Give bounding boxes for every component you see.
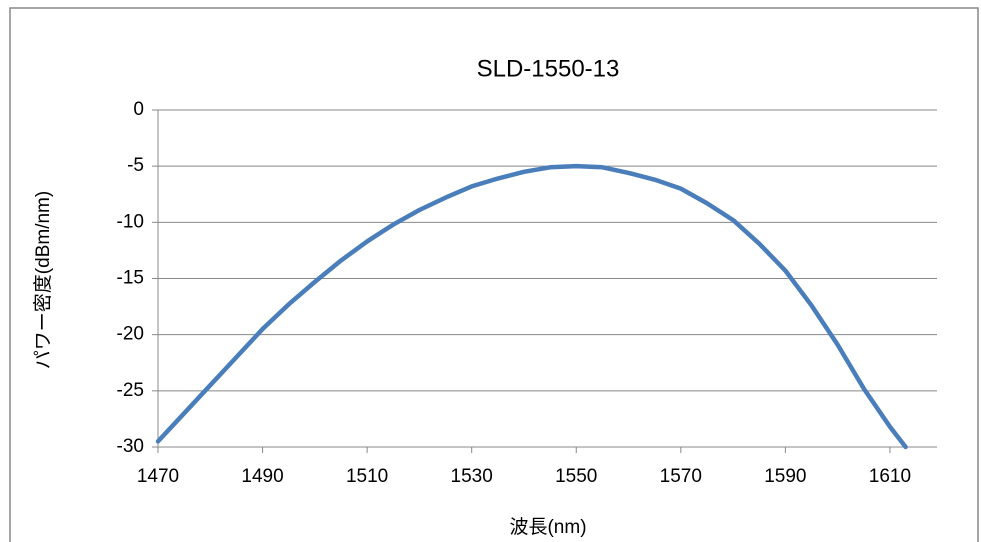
x-tick-label: 1590 [764, 466, 806, 487]
y-tick-label: -15 [117, 268, 144, 289]
x-tick-label: 1490 [241, 466, 283, 487]
y-axis-label: パワー密度(dBm/nm) [32, 191, 54, 369]
chart-frame [9, 7, 979, 542]
y-tick-label: -5 [127, 155, 144, 176]
x-tick-label: 1570 [660, 466, 702, 487]
y-tick-label: -25 [117, 380, 144, 401]
x-tick-label: 1610 [869, 466, 911, 487]
y-tick-label: 0 [133, 99, 144, 120]
x-tick-label: 1510 [346, 466, 388, 487]
chart-title: SLD-1550-13 [477, 55, 620, 82]
y-tick-label: -10 [117, 211, 144, 232]
y-tick-label: -30 [117, 436, 144, 457]
x-tick-label: 1550 [555, 466, 597, 487]
data-line [155, 163, 908, 450]
y-tick-label: -20 [117, 324, 144, 345]
x-axis-label: 波長(nm) [509, 516, 586, 538]
x-tick-label: 1470 [137, 466, 179, 487]
x-tick-label: 1530 [451, 466, 493, 487]
